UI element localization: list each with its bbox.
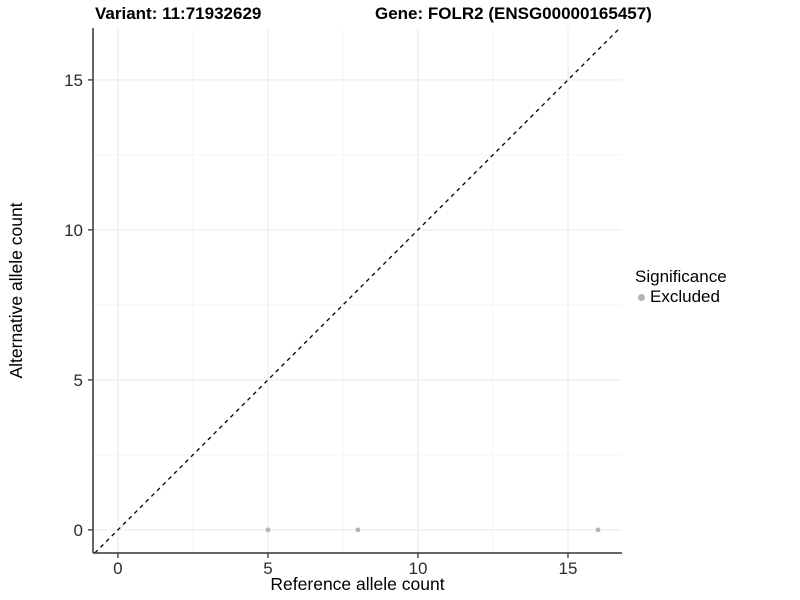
legend-title: Significance	[635, 267, 727, 286]
y-tick-label: 15	[64, 71, 83, 90]
data-point	[265, 527, 271, 533]
y-tick-label: 0	[74, 521, 83, 540]
legend-item: Excluded	[635, 287, 727, 307]
legend-item-label: Excluded	[650, 287, 720, 306]
data-point	[355, 527, 361, 533]
legend-key-dot-icon	[638, 293, 645, 301]
data-point	[595, 527, 601, 533]
gene-title: Gene: FOLR2 (ENSG00000165457)	[375, 4, 652, 23]
variant-title: Variant: 11:71932629	[95, 4, 262, 23]
x-tick-label: 0	[113, 559, 122, 578]
legend: Significance Excluded	[635, 266, 727, 307]
y-tick-label: 5	[74, 371, 83, 390]
identity-dashed-line	[94, 27, 621, 554]
legend-items: Excluded	[635, 287, 727, 307]
x-tick-label: 10	[409, 559, 428, 578]
x-tick-label: 15	[559, 559, 578, 578]
y-tick-label: 10	[64, 221, 83, 240]
x-tick-label: 5	[263, 559, 272, 578]
y-axis-title: Alternative allele count	[6, 202, 26, 378]
x-axis-title: Reference allele count	[270, 574, 444, 594]
